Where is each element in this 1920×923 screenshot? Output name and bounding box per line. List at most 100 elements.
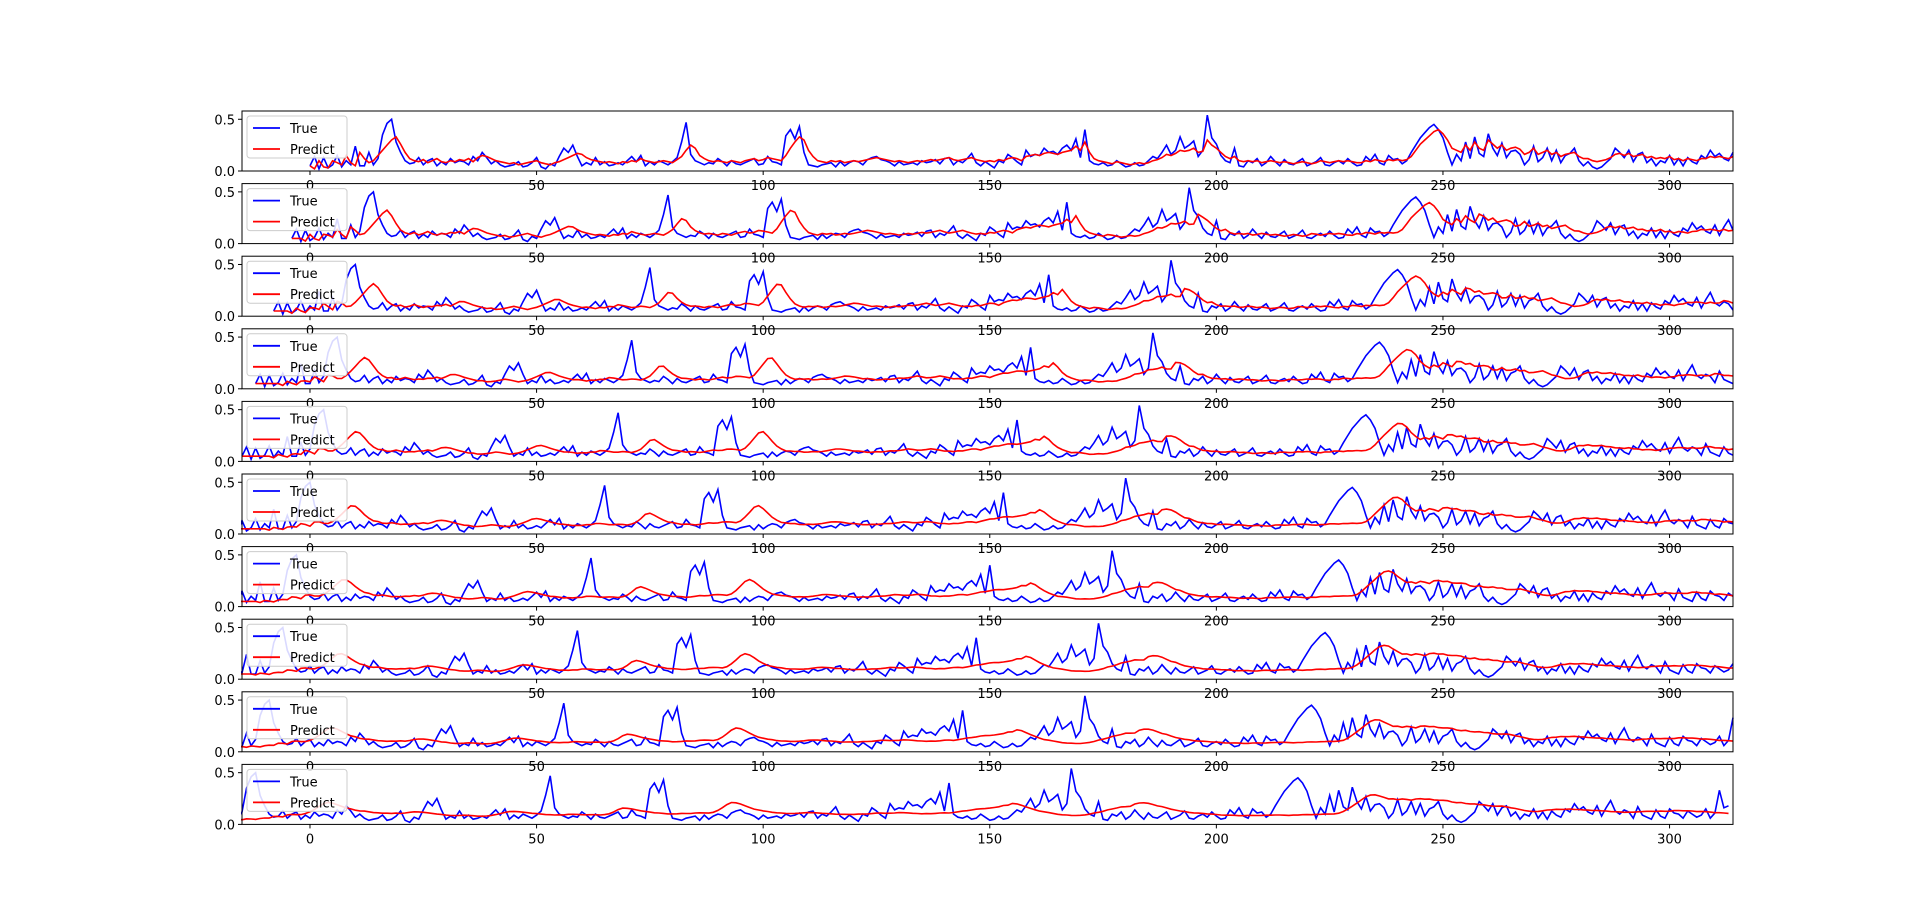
series-line-predict [187,718,1734,749]
y-tick-label: 0.0 [214,601,235,616]
series-line-true [200,623,1734,680]
legend-label-true: True [289,775,318,790]
x-tick-label: 150 [977,252,1002,267]
series-line-predict [201,644,1734,676]
subplot-6: 0.0 0.5 0 50 100 150 200 250 300 True Predict [0,472,1734,557]
subplot-9: 0.0 0.5 0 50 100 150 200 250 300 True Predict [0,689,1734,775]
legend: True Predict [246,551,348,595]
x-tick-label: 50 [528,397,545,412]
x-tick-label: 0 [306,615,314,630]
series-line-predict [183,793,1729,821]
x-tick-label: 0 [306,179,314,194]
axes-frame [241,473,1734,535]
x-tick-label: 100 [751,397,776,412]
legend: True Predict [246,188,348,232]
x-tick-label: 300 [1657,760,1682,775]
series-line-true [186,695,1734,752]
x-tick-label: 0 [306,252,314,267]
y-tick-label: 0.0 [214,455,235,470]
legend-label-true: True [289,485,318,500]
x-tick-label: 0 [306,397,314,412]
legend-label-true: True [289,703,318,718]
subplot-10: 0.0 0.5 0 50 100 150 200 250 300 True Predict [0,762,1734,847]
legend-label-predict: Predict [290,796,335,811]
legend: True Predict [246,623,348,667]
x-tick-label: 150 [977,324,1002,339]
series-line-predict [242,422,1734,459]
x-tick-label: 150 [977,542,1002,557]
y-tick-label: 0.5 [214,476,235,491]
legend: True Predict [246,405,348,449]
legend: True Predict [246,768,348,812]
legend-box [246,696,348,740]
series-line-predict [309,128,1734,171]
legend-label-true: True [289,558,318,573]
left-mask [0,617,241,682]
x-tick-label: 100 [751,252,776,267]
subplot-4: 0.0 0.5 0 50 100 150 200 250 300 True Predict [0,326,1734,412]
y-tick-label: 0.0 [214,310,235,325]
left-mask [0,109,241,173]
x-tick-label: 200 [1204,832,1229,847]
x-tick-label: 200 [1204,252,1229,267]
x-tick-label: 100 [751,324,776,339]
x-tick-label: 250 [1431,615,1456,630]
x-tick-label: 250 [1431,760,1456,775]
x-tick-label: 250 [1431,179,1456,194]
legend-box [246,623,348,667]
x-tick-label: 300 [1657,832,1682,847]
x-tick-label: 200 [1204,542,1229,557]
x-tick-label: 100 [751,832,776,847]
series-line-true [214,550,1734,607]
left-mask [0,254,241,319]
legend: True Predict [246,115,348,159]
x-tick-label: 200 [1204,687,1229,702]
left-mask [0,472,241,536]
y-tick-label: 0.0 [214,818,235,833]
series-line-predict [255,348,1734,387]
left-mask [0,689,241,754]
x-tick-label: 300 [1657,179,1682,194]
x-tick-label: 0 [306,542,314,557]
x-tick-label: 300 [1657,687,1682,702]
x-tick-label: 250 [1431,252,1456,267]
subplot-1: 0.0 0.5 0 50 100 150 200 250 300 True Predict [0,109,1734,194]
subplot-2: 0.0 0.5 0 50 100 150 200 250 300 True Predict [0,181,1734,267]
x-tick-label: 250 [1431,324,1456,339]
legend-label-true: True [289,195,318,210]
subplot-7: 0.0 0.5 0 50 100 150 200 250 300 True Predict [0,544,1734,630]
x-tick-label: 150 [977,687,1002,702]
x-tick-label: 300 [1657,397,1682,412]
x-tick-label: 150 [977,179,1002,194]
legend-box [246,551,348,595]
y-tick-label: 0.0 [214,673,235,688]
legend-label-predict: Predict [290,361,335,376]
left-mask [0,181,241,246]
x-tick-label: 0 [306,832,314,847]
axes-frame [241,618,1734,680]
series-line-predict [214,570,1734,604]
legend-label-predict: Predict [290,143,335,158]
x-tick-label: 50 [528,179,545,194]
series-line-true [272,260,1734,317]
x-tick-label: 250 [1431,397,1456,412]
legend-label-true: True [289,122,318,137]
x-tick-label: 300 [1657,324,1682,339]
x-tick-label: 0 [306,469,314,484]
x-tick-label: 50 [528,832,545,847]
x-tick-label: 50 [528,542,545,557]
x-tick-label: 200 [1204,615,1229,630]
x-tick-label: 250 [1431,542,1456,557]
axes-frame [241,691,1734,753]
x-tick-label: 200 [1204,179,1229,194]
y-tick-label: 0.5 [214,186,235,201]
y-tick-label: 0.5 [214,331,235,346]
axes-frame [241,546,1734,608]
legend-box [246,768,348,812]
legend-label-predict: Predict [290,506,335,521]
x-tick-label: 200 [1204,760,1229,775]
x-tick-label: 300 [1657,615,1682,630]
x-tick-label: 50 [528,760,545,775]
x-tick-label: 300 [1657,542,1682,557]
